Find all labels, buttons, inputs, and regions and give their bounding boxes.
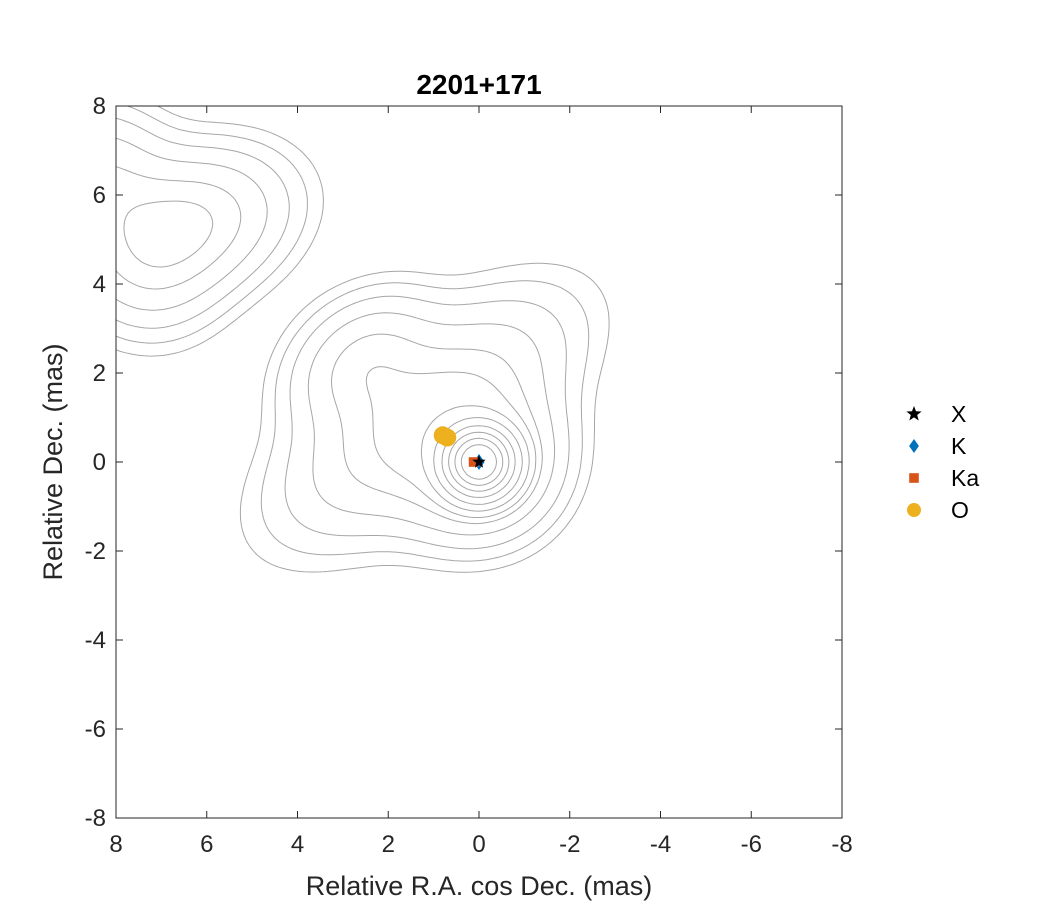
contour-level-2 bbox=[116, 117, 570, 550]
y-tick-label: 8 bbox=[93, 93, 106, 120]
contour-level-10 bbox=[454, 437, 504, 486]
contour-lines bbox=[116, 106, 610, 573]
contour-level-7 bbox=[433, 417, 523, 505]
x-tick-label: -8 bbox=[831, 831, 852, 858]
contour-level-1 bbox=[116, 106, 590, 562]
y-tick-label: -2 bbox=[85, 538, 106, 565]
legend-marker-o bbox=[907, 503, 921, 517]
marker-ka-0 bbox=[468, 457, 479, 467]
x-tick-label: -6 bbox=[741, 831, 762, 858]
marker-o-1 bbox=[438, 428, 457, 447]
x-tick-labels: 8 6 4 2 0 -2 -4 -6 -8 bbox=[109, 831, 852, 858]
axis-ticks bbox=[115, 105, 843, 819]
contour-level-0 bbox=[116, 106, 610, 573]
x-tick-label: 8 bbox=[109, 831, 122, 858]
contour-level-3 bbox=[116, 137, 556, 536]
x-tick-label: -2 bbox=[559, 831, 580, 858]
y-tick-label: 2 bbox=[93, 360, 106, 387]
legend-marker-ka bbox=[909, 473, 919, 483]
x-tick-label: -4 bbox=[650, 831, 671, 858]
x-tick-label: 2 bbox=[382, 831, 395, 858]
legend-label-k: K bbox=[951, 433, 967, 459]
x-tick-label: 4 bbox=[291, 831, 304, 858]
chart-title: 2201+171 bbox=[416, 69, 541, 100]
x-tick-label: 0 bbox=[472, 831, 485, 858]
legend-label-x: X bbox=[951, 401, 966, 427]
contour-level-4 bbox=[116, 166, 543, 525]
x-tick-label: 6 bbox=[200, 831, 213, 858]
legend-marker-x bbox=[906, 406, 922, 421]
y-tick-label: 0 bbox=[93, 449, 106, 476]
marker-x-0 bbox=[472, 455, 486, 468]
legend-label-ka: Ka bbox=[951, 465, 979, 491]
contour-level-6 bbox=[420, 405, 530, 512]
contour-level-11 bbox=[460, 444, 497, 480]
y-tick-label: -4 bbox=[85, 627, 106, 654]
y-axis-label: Relative Dec. (mas) bbox=[38, 343, 68, 580]
legend-marker-k bbox=[909, 439, 919, 453]
y-tick-label: 6 bbox=[93, 182, 106, 209]
y-tick-labels: -8 -6 -4 -2 0 2 4 6 8 bbox=[85, 93, 106, 832]
y-tick-label: -8 bbox=[85, 805, 106, 832]
legend: XK Ka O bbox=[906, 401, 979, 523]
contour-level-9 bbox=[448, 431, 510, 492]
y-tick-label: -6 bbox=[85, 716, 106, 743]
contour-level-5 bbox=[123, 200, 537, 518]
legend-label-o: O bbox=[951, 497, 969, 523]
data-markers bbox=[433, 426, 486, 470]
x-axis-label: Relative R.A. cos Dec. (mas) bbox=[306, 871, 653, 901]
y-tick-label: 4 bbox=[93, 271, 106, 298]
